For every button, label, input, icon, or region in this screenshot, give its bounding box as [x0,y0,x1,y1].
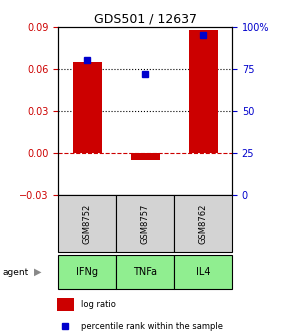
Bar [116,255,174,289]
Bar [72,62,102,153]
Bar [174,255,232,289]
Text: log ratio: log ratio [81,300,116,309]
Bar [130,153,160,160]
Text: GSM8757: GSM8757 [140,203,150,244]
Bar [57,298,74,311]
Bar [188,30,218,153]
Title: GDS501 / 12637: GDS501 / 12637 [93,13,197,26]
Bar [58,255,116,289]
Text: GSM8752: GSM8752 [82,203,92,244]
Text: IFNg: IFNg [76,267,98,277]
Text: agent: agent [3,268,29,277]
Text: IL4: IL4 [196,267,210,277]
Bar [58,195,116,252]
Text: percentile rank within the sample: percentile rank within the sample [81,322,223,331]
Text: GSM8762: GSM8762 [198,203,208,244]
Bar [116,195,174,252]
Text: TNFa: TNFa [133,267,157,277]
Bar [174,195,232,252]
Text: ▶: ▶ [34,267,41,277]
